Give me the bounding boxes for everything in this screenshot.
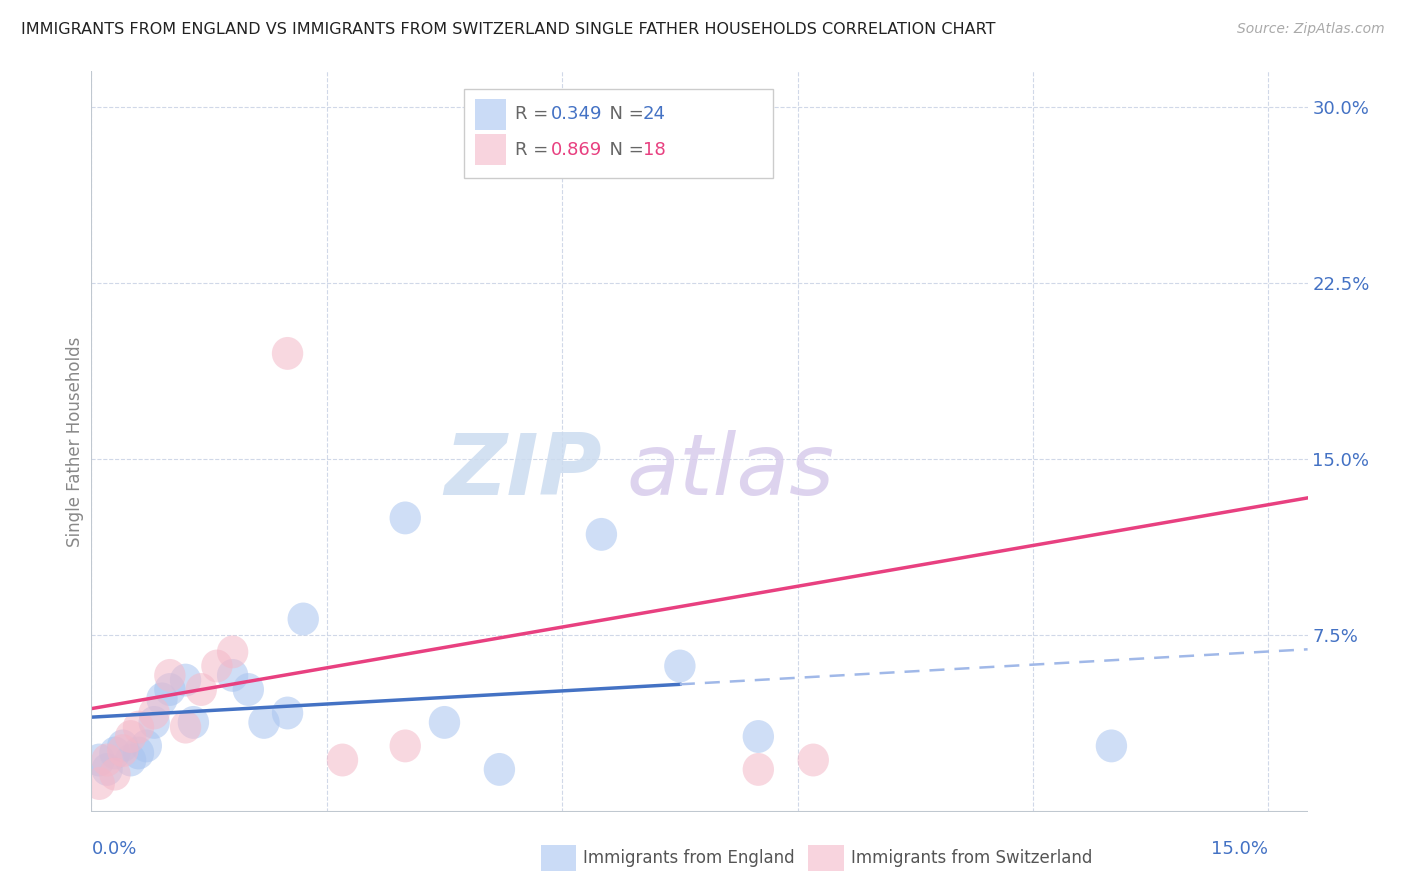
Ellipse shape — [586, 518, 617, 551]
Ellipse shape — [742, 753, 775, 786]
Ellipse shape — [326, 744, 359, 776]
Ellipse shape — [122, 711, 155, 744]
Text: Source: ZipAtlas.com: Source: ZipAtlas.com — [1237, 22, 1385, 37]
Ellipse shape — [131, 730, 162, 763]
Ellipse shape — [100, 737, 131, 770]
Ellipse shape — [146, 682, 177, 715]
Y-axis label: Single Father Households: Single Father Households — [66, 336, 84, 547]
Ellipse shape — [122, 737, 155, 770]
Text: R =: R = — [515, 141, 554, 159]
Text: IMMIGRANTS FROM ENGLAND VS IMMIGRANTS FROM SWITZERLAND SINGLE FATHER HOUSEHOLDS : IMMIGRANTS FROM ENGLAND VS IMMIGRANTS FR… — [21, 22, 995, 37]
Ellipse shape — [83, 744, 115, 776]
Ellipse shape — [217, 635, 249, 668]
Ellipse shape — [201, 649, 232, 682]
Text: 0.349: 0.349 — [551, 105, 603, 123]
Ellipse shape — [484, 753, 515, 786]
Ellipse shape — [1095, 730, 1128, 763]
Text: 0.0%: 0.0% — [91, 840, 136, 858]
Ellipse shape — [186, 673, 217, 706]
Ellipse shape — [138, 706, 170, 739]
Text: N =: N = — [598, 141, 650, 159]
Ellipse shape — [797, 744, 830, 776]
Text: 24: 24 — [643, 105, 665, 123]
Text: 15.0%: 15.0% — [1212, 840, 1268, 858]
Text: 0.869: 0.869 — [551, 141, 602, 159]
Text: N =: N = — [598, 105, 650, 123]
Text: Immigrants from England: Immigrants from England — [583, 849, 796, 867]
Ellipse shape — [249, 706, 280, 739]
Ellipse shape — [91, 744, 122, 776]
Ellipse shape — [232, 673, 264, 706]
Ellipse shape — [389, 730, 420, 763]
Ellipse shape — [83, 767, 115, 800]
Ellipse shape — [271, 337, 304, 370]
Ellipse shape — [288, 602, 319, 635]
Ellipse shape — [217, 659, 249, 692]
Ellipse shape — [155, 673, 186, 706]
Ellipse shape — [389, 501, 420, 534]
Ellipse shape — [100, 757, 131, 790]
Ellipse shape — [429, 706, 460, 739]
Ellipse shape — [271, 697, 304, 730]
Ellipse shape — [170, 711, 201, 744]
Ellipse shape — [547, 107, 578, 139]
Ellipse shape — [742, 720, 775, 753]
Ellipse shape — [115, 720, 146, 753]
Ellipse shape — [155, 659, 186, 692]
Text: Immigrants from Switzerland: Immigrants from Switzerland — [851, 849, 1092, 867]
Text: ZIP: ZIP — [444, 430, 602, 513]
Text: R =: R = — [515, 105, 554, 123]
Ellipse shape — [91, 753, 122, 786]
Ellipse shape — [138, 697, 170, 730]
Ellipse shape — [177, 706, 209, 739]
Text: atlas: atlas — [627, 430, 835, 513]
Ellipse shape — [664, 649, 696, 682]
Ellipse shape — [115, 744, 146, 776]
Ellipse shape — [107, 730, 138, 763]
Ellipse shape — [170, 664, 201, 697]
Ellipse shape — [107, 734, 138, 767]
Text: 18: 18 — [643, 141, 665, 159]
